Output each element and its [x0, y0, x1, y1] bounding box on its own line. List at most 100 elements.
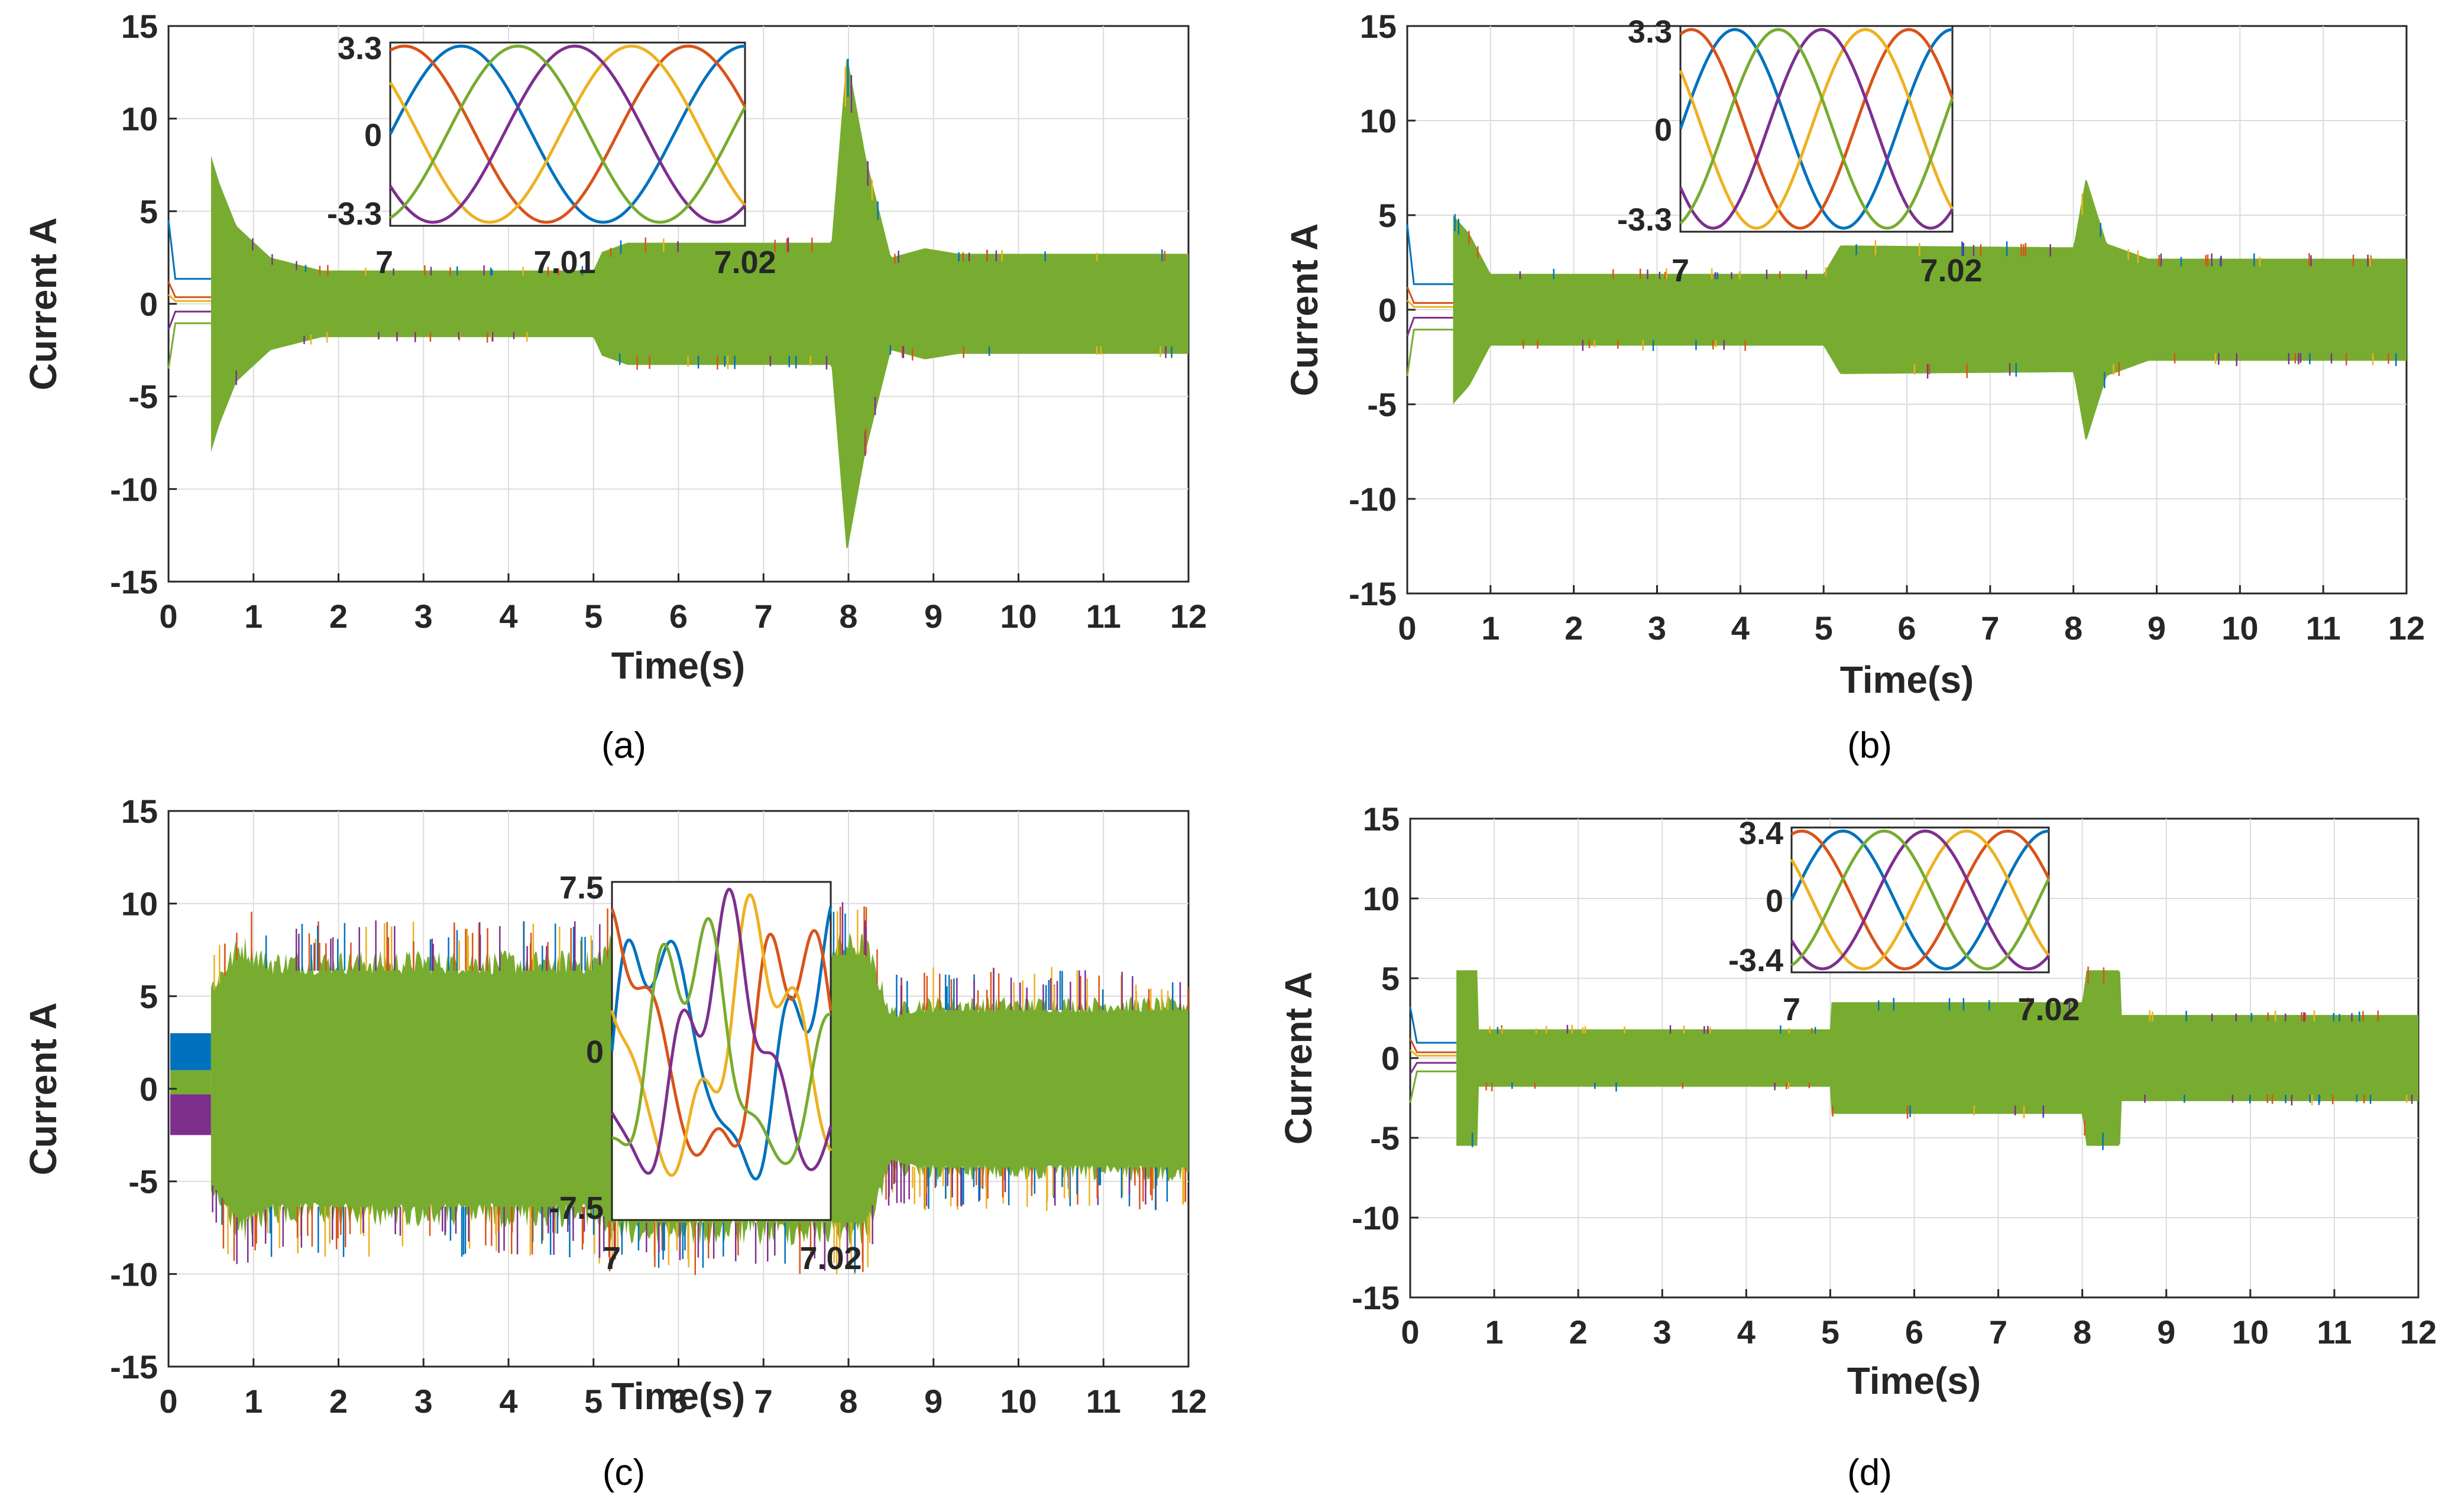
waveform — [1406, 179, 2407, 440]
initial-level-line — [1409, 1070, 1457, 1103]
x-tick-label: 11 — [2317, 1313, 2352, 1351]
inset-phase-curve — [1790, 829, 2050, 971]
y-tick-label: 10 — [121, 885, 158, 923]
panel-label-b: (b) — [1847, 725, 1892, 766]
x-tick-label: 7 — [754, 1383, 773, 1420]
x-tick-label: 10 — [1000, 598, 1037, 635]
x-tick-label: 4 — [1737, 1313, 1756, 1351]
x-tick-label: 11 — [1086, 598, 1121, 635]
y-tick-label: 15 — [121, 8, 158, 45]
initial-level-line — [1406, 329, 1453, 377]
inset-phase-curve — [388, 44, 746, 224]
x-tick-label: 9 — [924, 598, 943, 635]
inset-y-tick-label: 0 — [1654, 112, 1672, 148]
panel-label-a: (a) — [601, 725, 646, 766]
x-tick-label: 12 — [2400, 1313, 2437, 1351]
x-tick-label: 10 — [2232, 1313, 2269, 1351]
y-tick-label: 10 — [1363, 880, 1400, 917]
initial-level-line — [167, 220, 211, 280]
x-tick-label: 5 — [1821, 1313, 1839, 1351]
y-tick-label: -15 — [110, 1348, 158, 1386]
x-tick-label: 1 — [244, 1383, 263, 1420]
x-tick-label: 8 — [2064, 609, 2082, 647]
y-tick-label: -5 — [128, 1163, 158, 1200]
inset-x-tick-label: 7.02 — [714, 245, 776, 280]
y-axis-label: Current A — [1277, 972, 1320, 1145]
y-tick-label: 5 — [140, 978, 158, 1015]
waveform — [1409, 966, 2418, 1150]
inset-phase-curve — [1679, 28, 1954, 230]
x-tick-label: 8 — [839, 598, 857, 635]
y-tick-label: 15 — [1363, 800, 1400, 838]
inset-y-tick-label: 3.3 — [338, 31, 382, 66]
initial-level-block — [170, 1070, 211, 1095]
x-tick-label: 11 — [1086, 1383, 1121, 1420]
x-tick-label: 5 — [584, 1383, 603, 1420]
y-axis-label: Current A — [1283, 223, 1326, 397]
inset-y-tick-label: -3.4 — [1728, 943, 1783, 978]
x-axis-label: Time(s) — [1840, 658, 1974, 701]
inset-phase-curve — [1790, 829, 2051, 971]
x-tick-label: 8 — [2073, 1313, 2091, 1351]
inset-y-tick-label: -3.3 — [327, 196, 382, 232]
inset-x-tick-label: 7.02 — [2017, 992, 2080, 1027]
inset-zoom: 7.5 0 -7.5 7 7.02 — [549, 870, 862, 1276]
x-tick-label: 3 — [414, 1383, 433, 1420]
x-tick-label: 2 — [329, 1383, 348, 1420]
y-axis-label: Current A — [22, 1002, 64, 1176]
x-tick-label: 0 — [159, 1383, 177, 1420]
initial-level-line — [167, 281, 211, 298]
initial-level-line — [1410, 1049, 1457, 1057]
inset-y-tick-label: -7.5 — [549, 1190, 604, 1226]
inset-phase-curve — [1679, 28, 1953, 230]
inset-phase-curve — [1679, 28, 1954, 230]
inset-x-tick-label: 7 — [1672, 253, 1689, 288]
y-tick-label: 5 — [1381, 960, 1400, 997]
x-tick-label: 1 — [1481, 609, 1499, 647]
inset-phase-curve — [388, 44, 746, 224]
y-tick-label: 15 — [121, 793, 158, 830]
initial-level-block — [170, 1033, 211, 1070]
waveform — [167, 59, 1188, 549]
y-tick-label: 0 — [1378, 291, 1397, 329]
x-tick-label: 12 — [2388, 609, 2425, 647]
y-tick-label: 5 — [140, 193, 158, 230]
inset-phase-curve — [1679, 28, 1954, 230]
x-tick-label: 12 — [1170, 598, 1207, 635]
inset-phase-curve — [1679, 28, 1954, 230]
x-tick-label: 6 — [669, 598, 688, 635]
y-tick-label: 10 — [1360, 102, 1397, 139]
x-tick-label: 3 — [1653, 1313, 1672, 1351]
initial-level-line — [1409, 1038, 1457, 1053]
x-tick-label: 7 — [754, 598, 773, 635]
x-axis-label: Time(s) — [611, 644, 745, 687]
x-tick-label: 9 — [2148, 609, 2166, 647]
y-axis-label: Current A — [22, 218, 64, 391]
inset-x-tick-label: 7 — [375, 245, 393, 280]
inset-y-tick-label: 0 — [364, 118, 382, 153]
x-tick-label: 4 — [499, 598, 517, 635]
y-tick-label: -10 — [1352, 1199, 1400, 1237]
x-tick-label: 0 — [159, 598, 177, 635]
x-tick-label: 6 — [669, 1383, 688, 1420]
initial-level-line — [167, 310, 211, 330]
x-tick-label: 3 — [1648, 609, 1666, 647]
y-tick-label: -15 — [1352, 1279, 1400, 1316]
y-tick-label: -5 — [128, 378, 158, 416]
inset-phase-curve — [389, 44, 747, 224]
initial-level-line — [1406, 287, 1453, 304]
x-axis-label: Time(s) — [611, 1375, 745, 1417]
inset-phase-curve — [1790, 829, 2050, 971]
x-tick-label: 0 — [1401, 1313, 1419, 1351]
y-tick-label: -5 — [1370, 1120, 1400, 1157]
x-tick-label: 10 — [2221, 609, 2258, 647]
x-tick-label: 6 — [1897, 609, 1916, 647]
y-tick-label: -10 — [110, 1255, 158, 1293]
inset-y-tick-label: 3.3 — [1628, 14, 1672, 50]
x-tick-label: 2 — [1565, 609, 1583, 647]
